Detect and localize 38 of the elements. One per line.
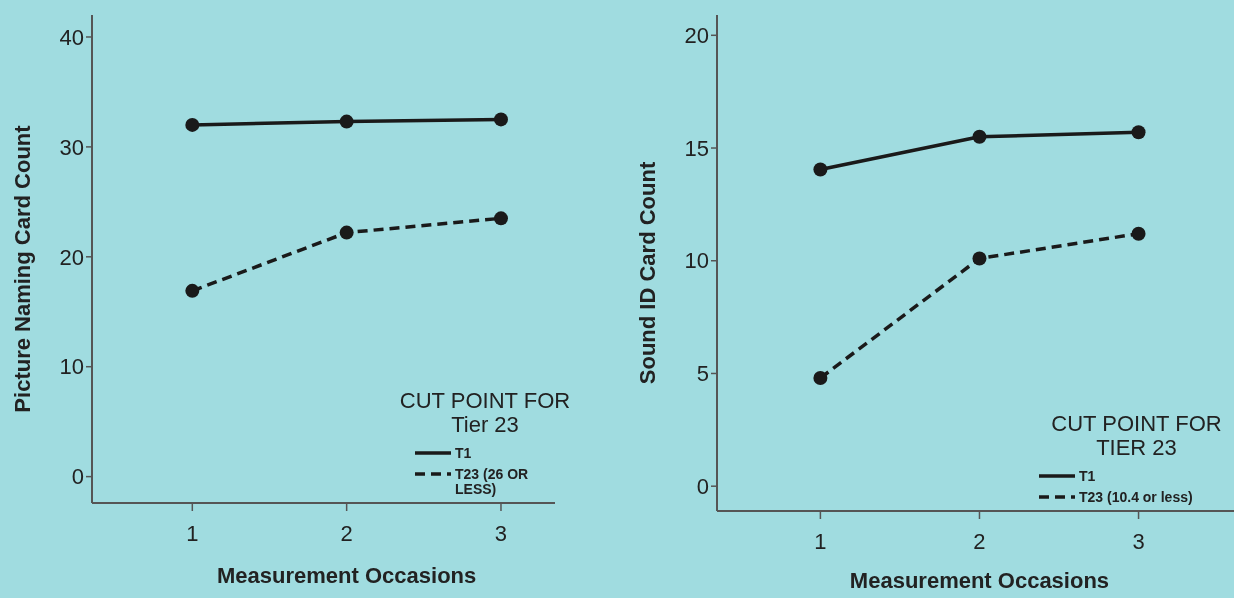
y-tick-label: 30 xyxy=(59,134,84,160)
legend-label: T23 (10.4 or less) xyxy=(1079,489,1193,505)
point xyxy=(185,283,200,298)
y-tick-label: 15 xyxy=(684,135,709,161)
y-tick-label: 10 xyxy=(59,354,84,380)
y-tick-label: 10 xyxy=(684,248,709,274)
legend-title: CUT POINT FOR TIER 23 xyxy=(1051,411,1222,460)
point xyxy=(493,211,508,226)
point xyxy=(813,370,828,385)
point xyxy=(1131,226,1146,241)
y-tick-label: 20 xyxy=(59,244,84,270)
point xyxy=(185,117,200,132)
legend-title: CUT POINT FOR Tier 23 xyxy=(399,388,571,437)
x-tick-label: 1 xyxy=(814,529,827,554)
legend-label: T1 xyxy=(455,445,472,461)
point xyxy=(813,162,828,177)
x-axis-title: Measurement Occasions xyxy=(217,563,477,588)
x-axis-title: Measurement Occasions xyxy=(849,568,1110,593)
y-tick-label: 0 xyxy=(696,473,709,499)
x-tick-label: 2 xyxy=(973,529,986,554)
y-tick-label: 5 xyxy=(696,361,709,387)
point xyxy=(1131,125,1146,140)
legend-label: T23 (26 OR LESS) xyxy=(455,466,529,497)
point xyxy=(972,251,987,266)
point xyxy=(339,114,354,129)
legend-label: T1 xyxy=(1079,468,1096,484)
point xyxy=(972,129,987,144)
y-tick-label: 20 xyxy=(684,22,709,48)
y-tick-label: 40 xyxy=(59,24,84,50)
point xyxy=(339,225,354,240)
x-tick-label: 3 xyxy=(494,521,508,546)
y-tick-label: 0 xyxy=(71,464,84,490)
x-tick-label: 2 xyxy=(340,521,353,546)
y-axis-title: Sound ID Card Count xyxy=(635,161,660,385)
x-tick-label: 3 xyxy=(1132,529,1145,554)
x-tick-label: 1 xyxy=(186,521,199,546)
y-axis-title: Picture Naming Card Count xyxy=(10,124,35,413)
point xyxy=(493,112,508,127)
